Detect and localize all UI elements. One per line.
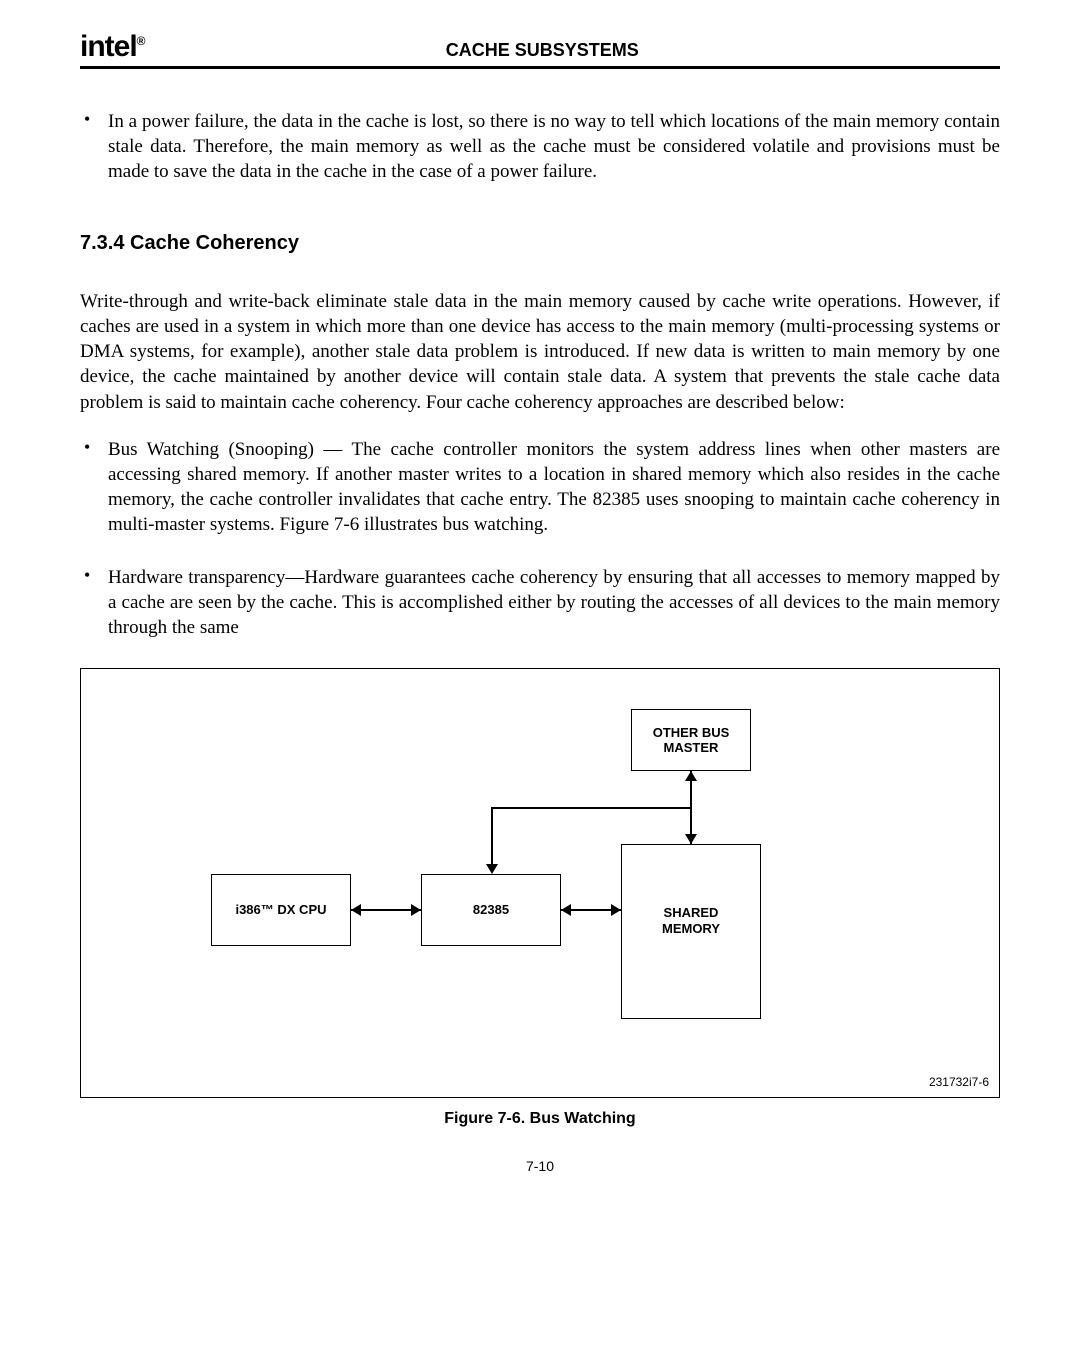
bullet-item: • In a power failure, the data in the ca… [80, 109, 1000, 184]
page-header: intel® CACHE SUBSYSTEMS [80, 30, 1000, 69]
node-cpu: i386™ DX CPU [211, 874, 351, 946]
arrow-line [491, 807, 493, 867]
bullet-item: • Hardware transparency—Hardware guarant… [80, 565, 1000, 640]
bullet-text: Bus Watching (Snooping) — The cache cont… [108, 437, 1000, 537]
arrow-line [491, 807, 691, 809]
intel-logo: intel® [80, 30, 145, 64]
section-title: Cache Coherency [130, 232, 299, 254]
section-number: 7.3.4 [80, 232, 124, 254]
bullet-marker: • [80, 109, 108, 184]
arrowhead-right-icon [611, 904, 621, 916]
bullet-text: Hardware transparency—Hardware guarantee… [108, 565, 1000, 640]
arrowhead-left-icon [561, 904, 571, 916]
page-number: 7-10 [80, 1158, 1000, 1174]
figure-caption: Figure 7-6. Bus Watching [80, 1110, 1000, 1128]
body-paragraph: Write-through and write-back eliminate s… [80, 289, 1000, 414]
page-content: intel® CACHE SUBSYSTEMS • In a power fai… [0, 0, 1080, 1194]
logo-reg-mark: ® [137, 34, 145, 48]
arrowhead-left-icon [351, 904, 361, 916]
figure-bus-watching: OTHER BUS MASTER i386™ DX CPU 82385 SHAR… [80, 668, 1000, 1098]
arrowhead-down-icon [685, 834, 697, 844]
bullet-marker: • [80, 437, 108, 537]
figure-id: 231732i7-6 [929, 1075, 989, 1089]
node-other-bus-master: OTHER BUS MASTER [631, 709, 751, 771]
section-heading: 7.3.4 Cache Coherency [80, 232, 1000, 255]
node-shared-memory: SHARED MEMORY [621, 844, 761, 1019]
header-title: CACHE SUBSYSTEMS [145, 40, 940, 61]
bullet-item: • Bus Watching (Snooping) — The cache co… [80, 437, 1000, 537]
logo-text: intel [80, 30, 137, 63]
arrowhead-down-icon [486, 864, 498, 874]
arrowhead-up-icon [685, 771, 697, 781]
node-82385: 82385 [421, 874, 561, 946]
arrowhead-right-icon [411, 904, 421, 916]
bullet-text: In a power failure, the data in the cach… [108, 109, 1000, 184]
bullet-marker: • [80, 565, 108, 640]
